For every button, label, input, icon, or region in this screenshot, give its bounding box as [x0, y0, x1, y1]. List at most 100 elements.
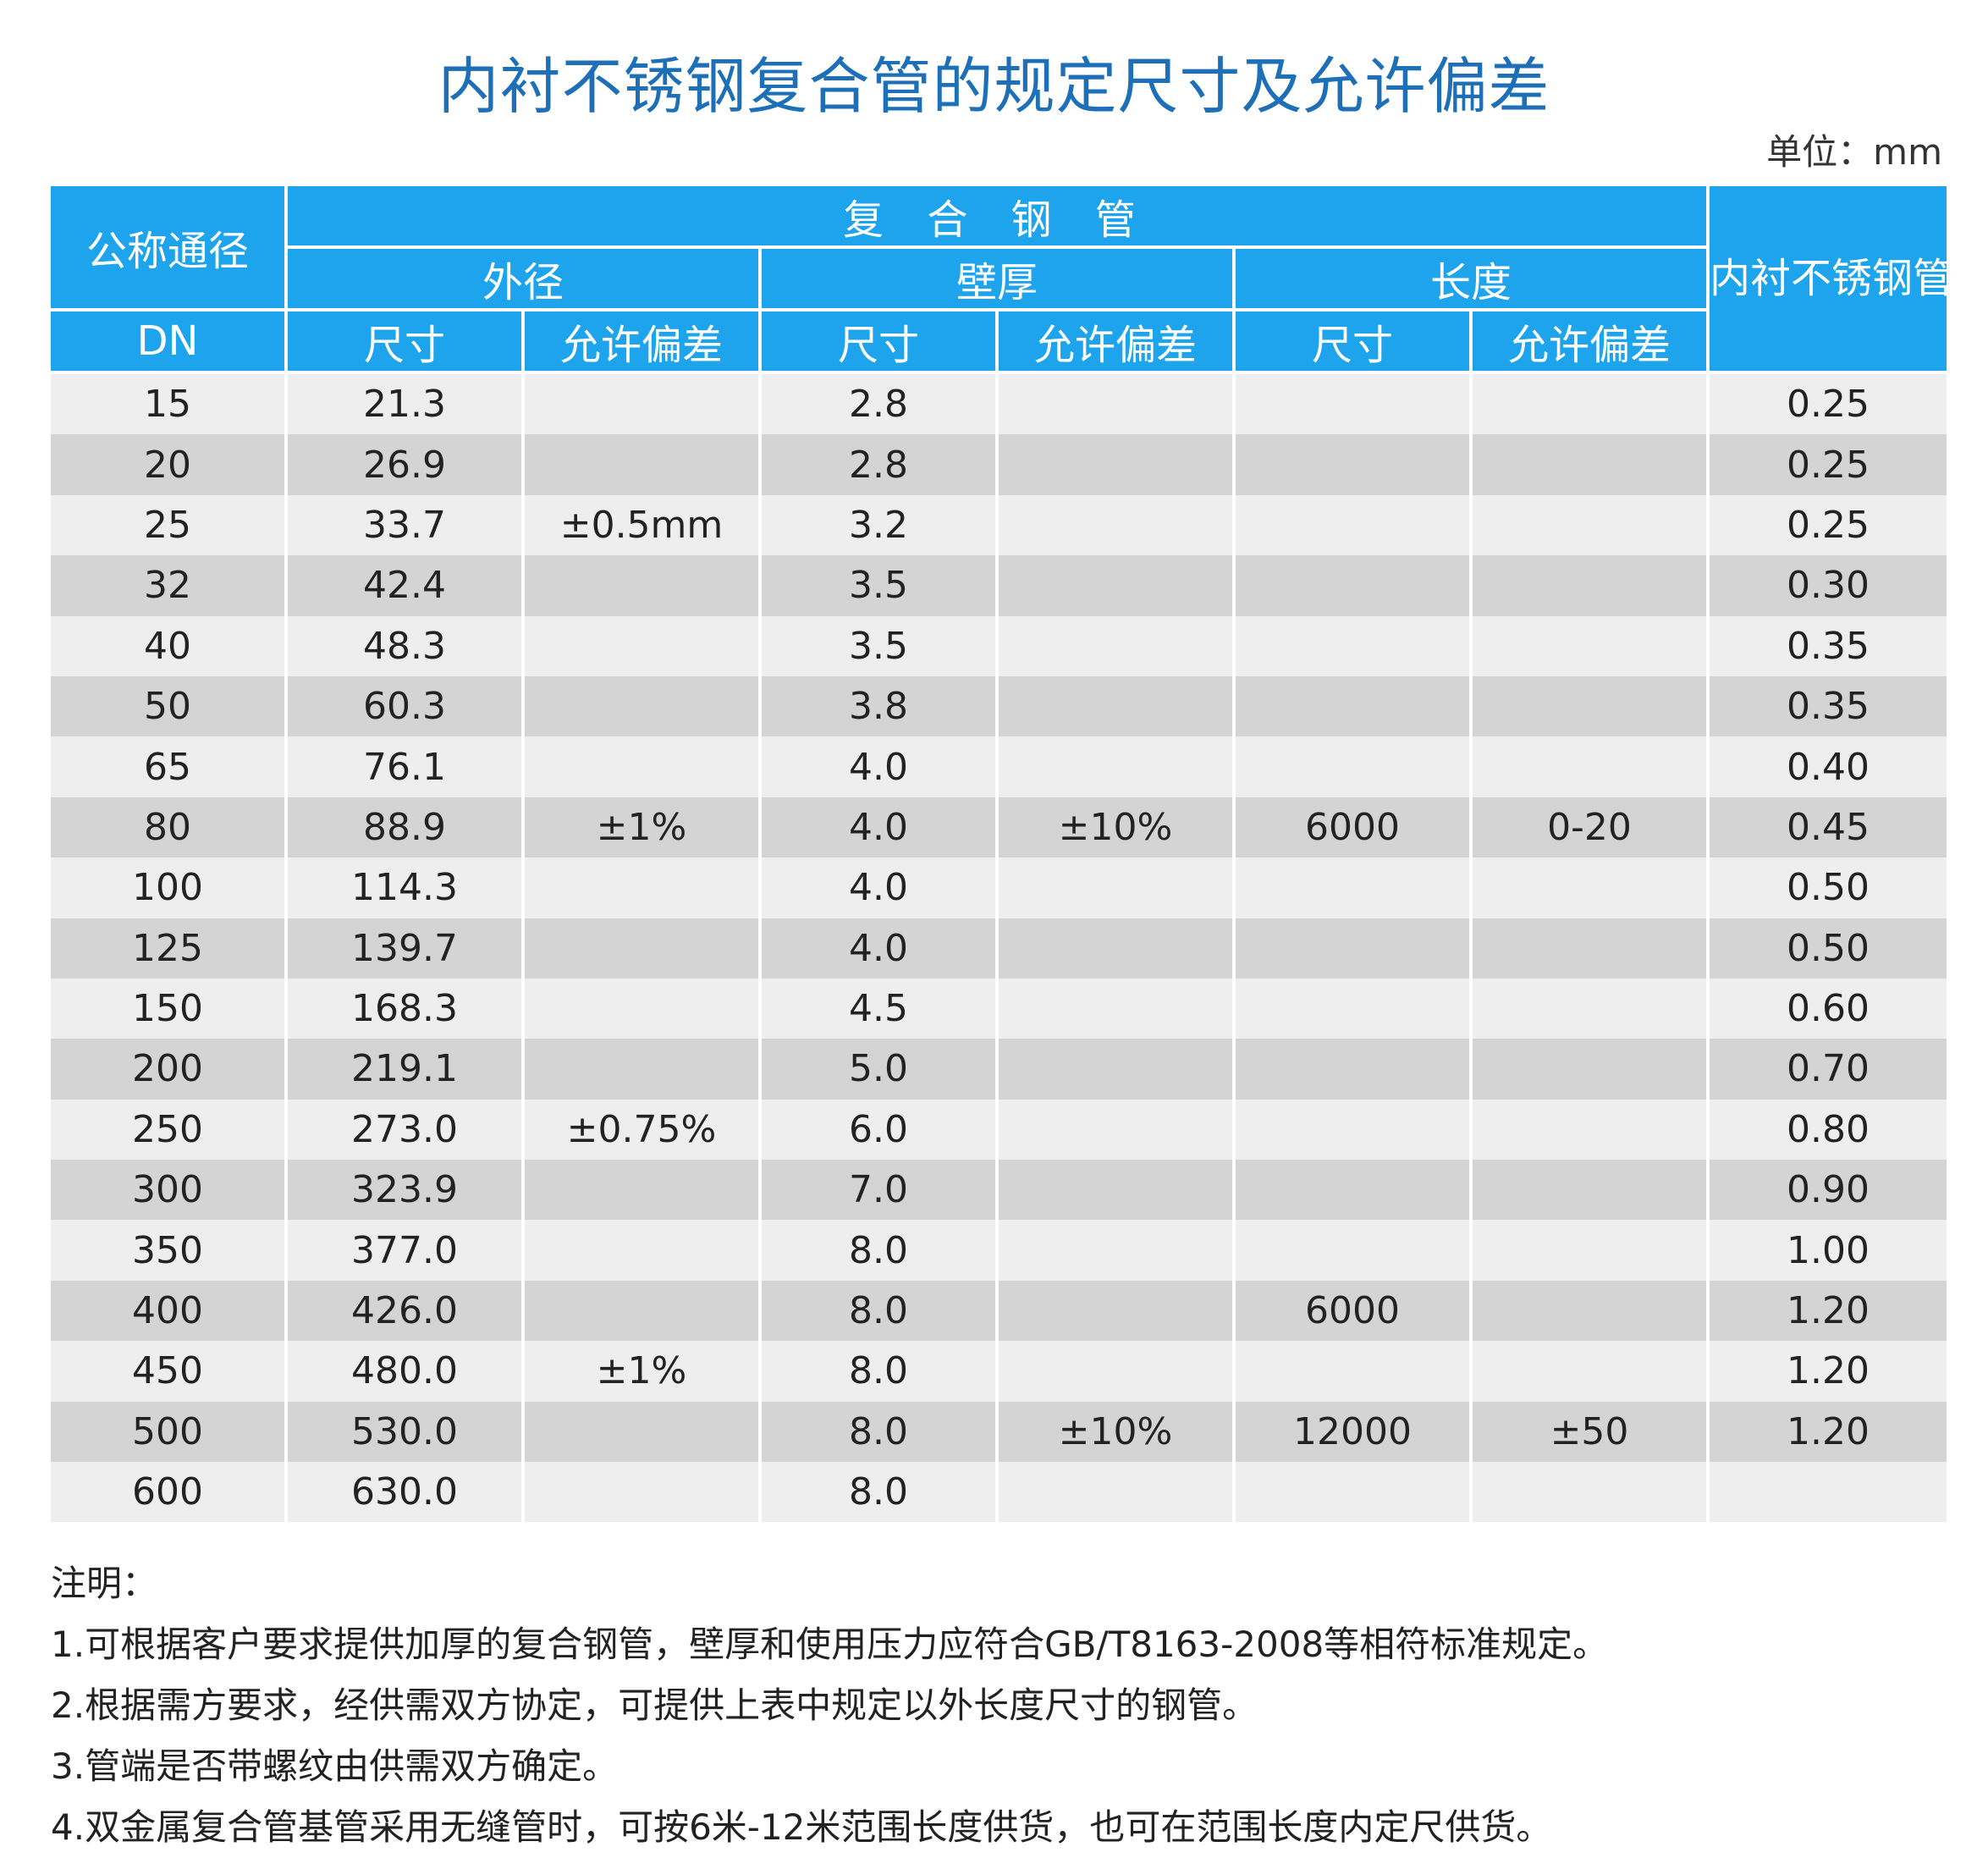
inner-wall-cell: 1.20 — [1706, 1341, 1950, 1402]
wall-size-cell: 8.0 — [758, 1220, 999, 1281]
table-row: 20 26.9 2.8 0.25 — [47, 434, 1950, 495]
length-size-cell — [1232, 857, 1473, 918]
od-tolerance-cell — [521, 978, 762, 1039]
wall-size-cell: 8.0 — [758, 1280, 999, 1342]
od-size-cell: 114.3 — [284, 857, 525, 918]
length-size-cell — [1232, 918, 1473, 979]
header-od: 外径 — [284, 247, 762, 312]
od-size-cell: 530.0 — [284, 1401, 525, 1463]
inner-wall-cell — [1706, 1462, 1950, 1523]
length-tolerance-cell — [1469, 736, 1710, 797]
length-tolerance-cell — [1469, 1160, 1710, 1221]
wall-size-cell: 6.0 — [758, 1099, 999, 1161]
length-size-cell: 12000 — [1232, 1401, 1473, 1463]
note-1: 1.可根据客户要求提供加厚的复合钢管，壁厚和使用压力应符合GB/T8163-20… — [51, 1624, 1609, 1665]
inner-wall-cell: 0.35 — [1706, 675, 1950, 737]
length-size-cell — [1232, 978, 1473, 1039]
wall-tolerance-cell — [995, 1099, 1236, 1161]
header-wall: 壁厚 — [758, 247, 1236, 312]
spec-table-body: 15 21.3 2.8 0.25 20 26.9 2.8 0.25 25 33.7 ±0.5mm 3.… — [47, 372, 1950, 1523]
od-size-cell: 273.0 — [284, 1099, 525, 1161]
length-size-cell: 6000 — [1232, 797, 1473, 858]
dn-cell: 25 — [47, 494, 288, 556]
dn-cell: 32 — [47, 555, 288, 616]
wall-size-cell: 4.0 — [758, 797, 999, 858]
inner-wall-cell: 0.30 — [1706, 555, 1950, 616]
length-size-cell — [1232, 1099, 1473, 1161]
wall-size-cell: 3.5 — [758, 615, 999, 676]
od-size-cell: 168.3 — [284, 978, 525, 1039]
od-tolerance-cell — [521, 1462, 762, 1523]
table-row: 300 323.9 7.0 0.90 — [47, 1160, 1950, 1221]
notes-heading: 注明： — [51, 1563, 158, 1604]
table-row: 25 33.7 ±0.5mm 3.2 0.25 — [47, 494, 1950, 556]
header-length-tolerance: 允许偏差 — [1469, 310, 1710, 374]
note-4: 4.双金属复合管基管采用无缝管时，可按6米-12米范围长度供货，也可在范围长度内… — [51, 1806, 1552, 1848]
header-nominal: 公称通径 — [47, 186, 288, 312]
table-row: 32 42.4 3.5 0.30 — [47, 555, 1950, 616]
wall-tolerance-cell: ±10% — [995, 797, 1236, 858]
od-size-cell: 76.1 — [284, 736, 525, 797]
od-tolerance-cell — [521, 434, 762, 495]
od-size-cell: 630.0 — [284, 1462, 525, 1523]
length-size-cell — [1232, 1039, 1473, 1100]
length-tolerance-cell — [1469, 1280, 1710, 1342]
table-row: 250 273.0 ±0.75% 6.0 0.80 — [47, 1099, 1950, 1161]
od-tolerance-cell — [521, 372, 762, 435]
inner-wall-cell: 0.25 — [1706, 494, 1950, 556]
od-size-cell: 480.0 — [284, 1341, 525, 1402]
od-size-cell: 219.1 — [284, 1039, 525, 1100]
od-size-cell: 426.0 — [284, 1280, 525, 1342]
wall-size-cell: 2.8 — [758, 372, 999, 435]
length-size-cell — [1232, 494, 1473, 556]
wall-tolerance-cell — [995, 434, 1236, 495]
dn-cell: 65 — [47, 736, 288, 797]
dn-cell: 400 — [47, 1280, 288, 1342]
wall-tolerance-cell — [995, 555, 1236, 616]
length-tolerance-cell — [1469, 675, 1710, 737]
dn-cell: 100 — [47, 857, 288, 918]
od-tolerance-cell — [521, 1160, 762, 1221]
wall-tolerance-cell — [995, 1462, 1236, 1523]
inner-wall-cell: 1.00 — [1706, 1220, 1950, 1281]
wall-tolerance-cell — [995, 494, 1236, 556]
od-tolerance-cell: ±0.5mm — [521, 494, 762, 556]
dn-cell: 40 — [47, 615, 288, 676]
length-size-cell — [1232, 1160, 1473, 1221]
inner-wall-cell: 0.50 — [1706, 857, 1950, 918]
header-od-tolerance: 允许偏差 — [521, 310, 762, 374]
od-tolerance-cell — [521, 555, 762, 616]
note-3: 3.管端是否带螺纹由供需双方确定。 — [51, 1745, 619, 1787]
header-inner-wall: 内衬不锈钢管最小壁厚 — [1706, 186, 1950, 374]
wall-tolerance-cell — [995, 978, 1236, 1039]
length-tolerance-cell — [1469, 1039, 1710, 1100]
wall-tolerance-cell — [995, 918, 1236, 979]
length-size-cell — [1232, 555, 1473, 616]
wall-size-cell: 4.5 — [758, 978, 999, 1039]
od-size-cell: 33.7 — [284, 494, 525, 556]
table-row: 200 219.1 5.0 0.70 — [47, 1039, 1950, 1100]
length-size-cell — [1232, 736, 1473, 797]
dn-cell: 500 — [47, 1401, 288, 1463]
page-title: 内衬不锈钢复合管的规定尺寸及允许偏差 — [438, 51, 1550, 122]
dn-cell: 125 — [47, 918, 288, 979]
inner-wall-cell: 0.25 — [1706, 434, 1950, 495]
dn-cell: 350 — [47, 1220, 288, 1281]
wall-size-cell: 2.8 — [758, 434, 999, 495]
wall-size-cell: 8.0 — [758, 1462, 999, 1523]
length-tolerance-cell — [1469, 615, 1710, 676]
inner-wall-cell: 0.40 — [1706, 736, 1950, 797]
length-tolerance-cell — [1469, 1099, 1710, 1161]
wall-size-cell: 4.0 — [758, 736, 999, 797]
wall-tolerance-cell — [995, 1280, 1236, 1342]
od-tolerance-cell — [521, 675, 762, 737]
inner-wall-cell: 0.70 — [1706, 1039, 1950, 1100]
length-tolerance-cell — [1469, 857, 1710, 918]
table-row: 450 480.0 ±1% 8.0 1.20 — [47, 1341, 1950, 1402]
dn-cell: 600 — [47, 1462, 288, 1523]
od-size-cell: 21.3 — [284, 372, 525, 435]
table-row: 400 426.0 8.0 6000 1.20 — [47, 1280, 1950, 1342]
od-size-cell: 139.7 — [284, 918, 525, 979]
od-tolerance-cell: ±1% — [521, 1341, 762, 1402]
od-size-cell: 377.0 — [284, 1220, 525, 1281]
